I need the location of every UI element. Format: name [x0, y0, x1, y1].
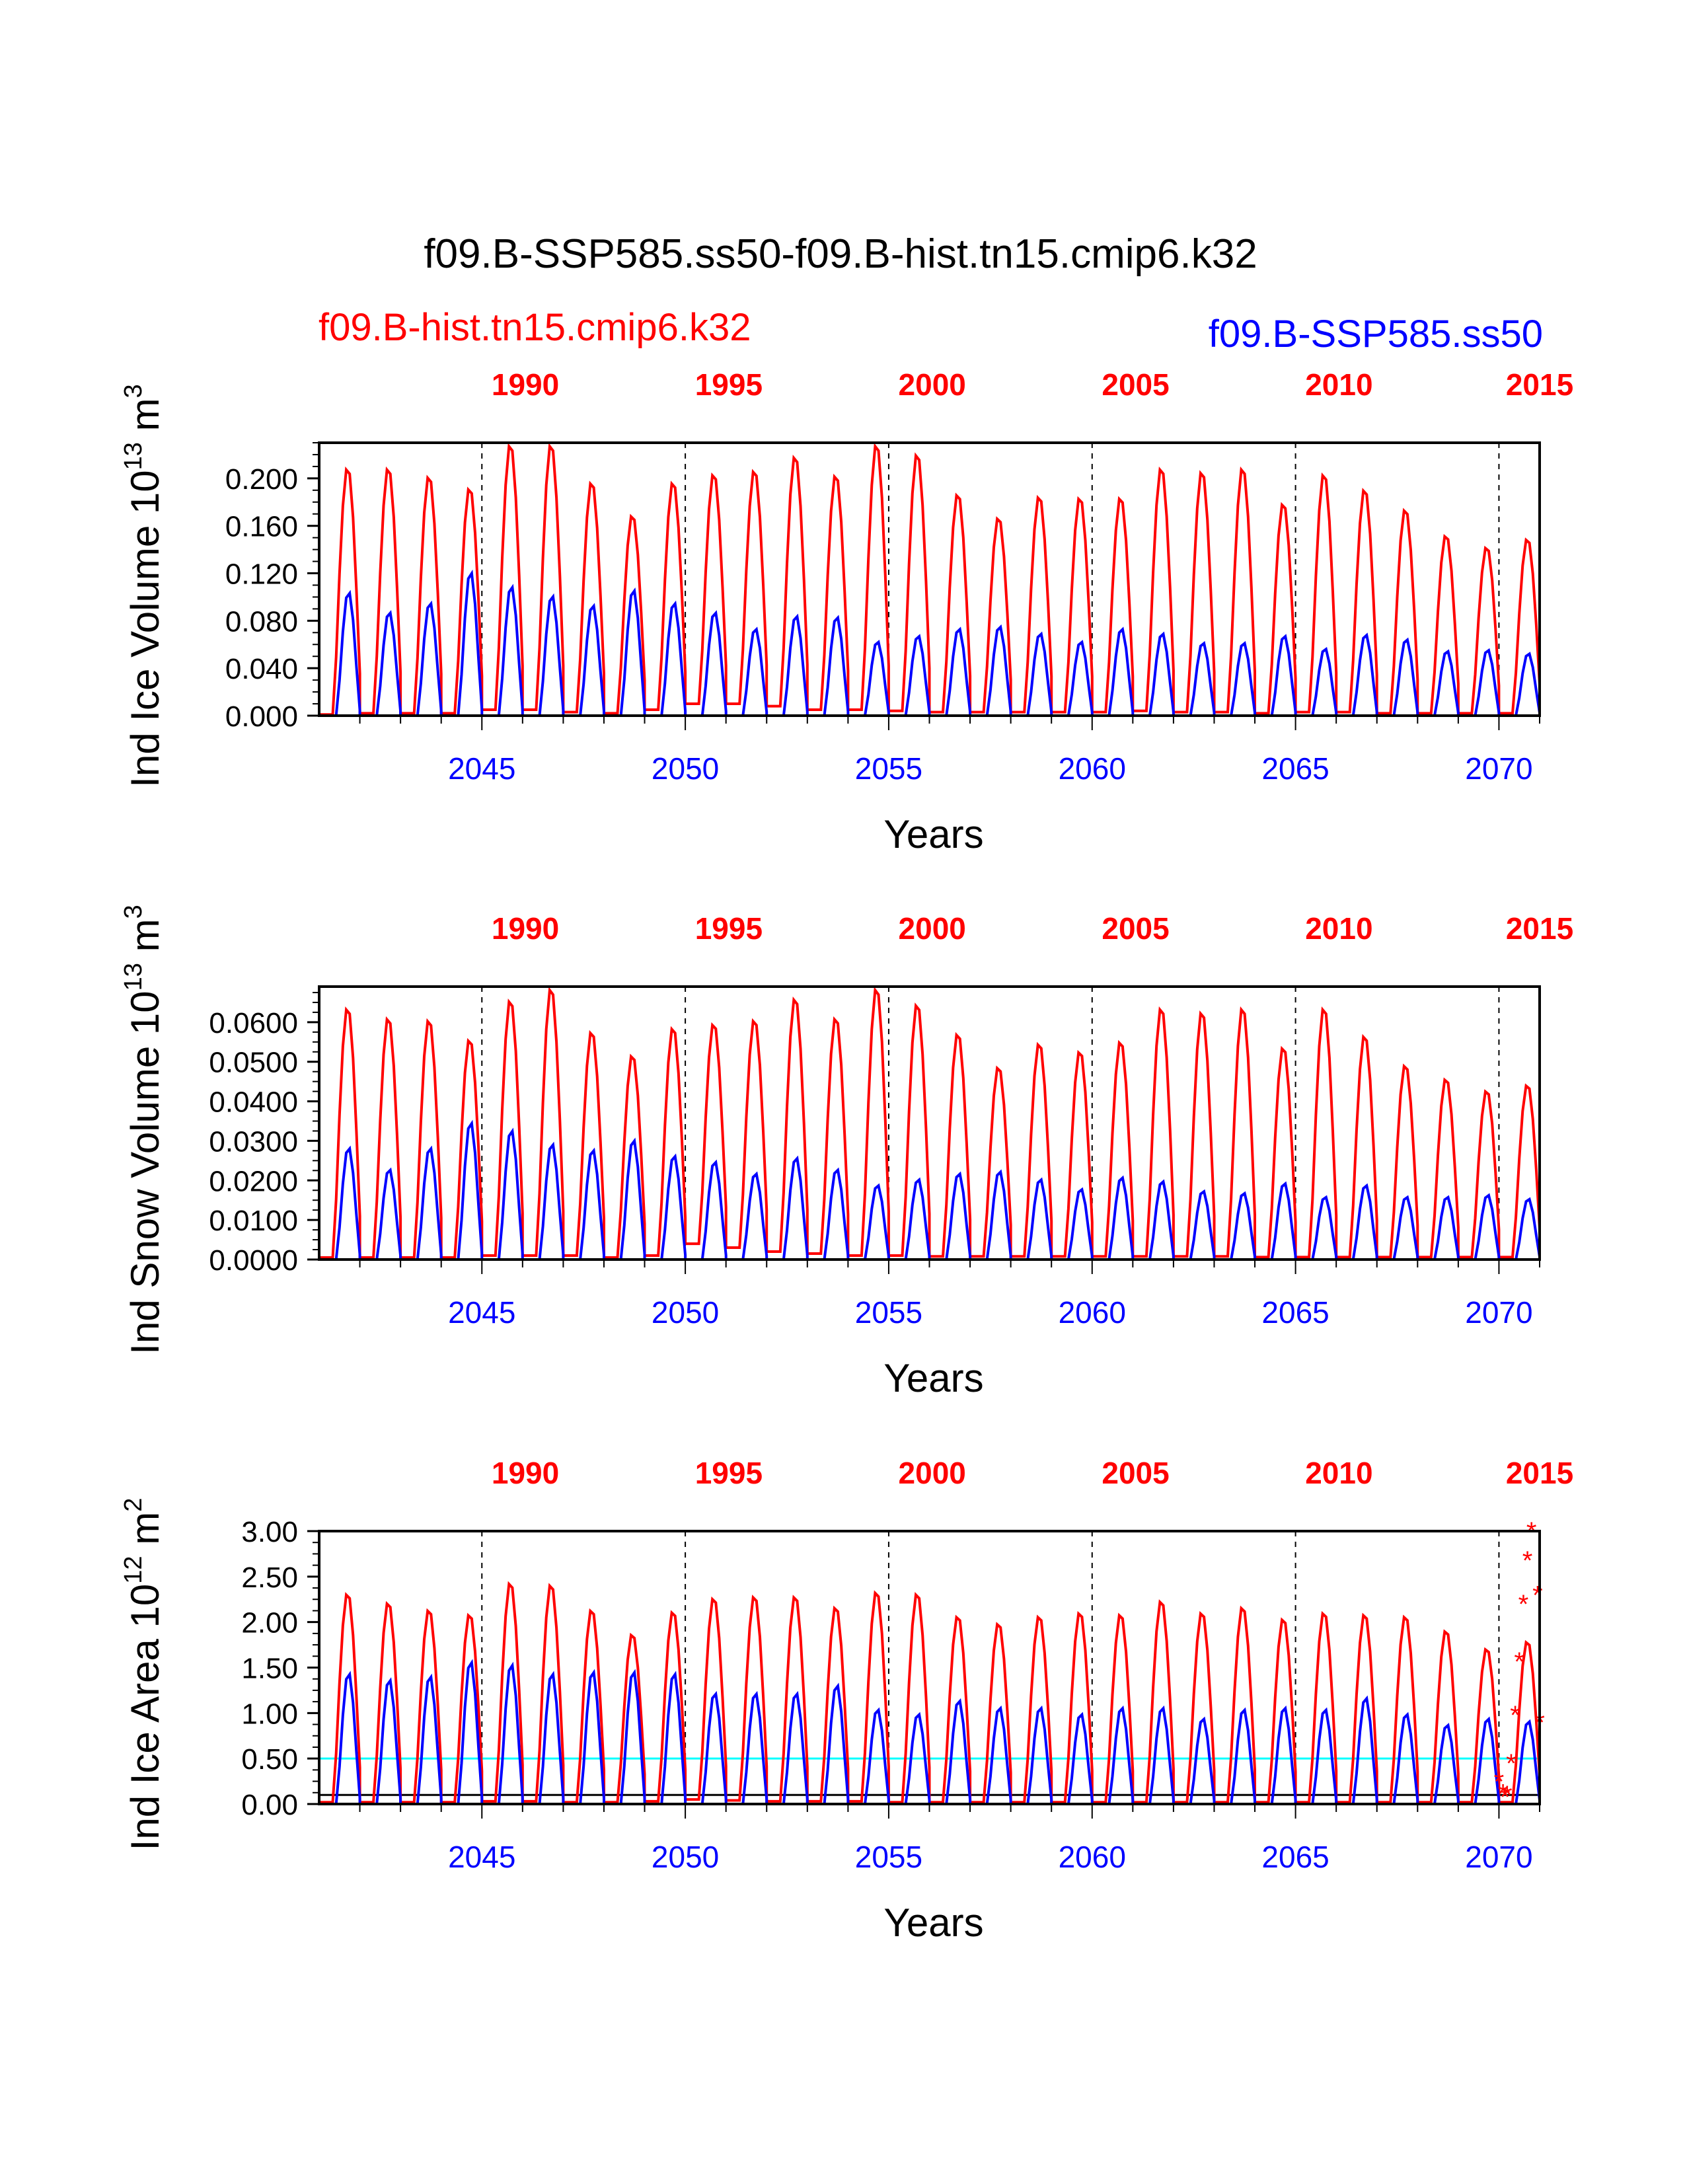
y-axis-label-main: Ind Ice Area 10 — [123, 1584, 167, 1851]
plot-frame — [318, 985, 1541, 1261]
hist-year-label: 1995 — [695, 911, 763, 946]
y-tick-label: 2.00 — [241, 1607, 298, 1639]
hist-year-label: 2000 — [899, 1456, 966, 1490]
ssp-year-label: 2070 — [1465, 751, 1532, 786]
y-axis-label-exp: 13 — [120, 442, 147, 470]
hist-year-label: 1990 — [492, 367, 559, 402]
hist-year-label: 2010 — [1305, 1456, 1372, 1490]
y-axis-label-main: Ind Snow Volume 10 — [123, 991, 167, 1354]
x-axis-label: Years — [883, 1901, 983, 1945]
star-marker: * — [1518, 1590, 1529, 1619]
hist-year-label: 2015 — [1506, 911, 1573, 946]
plot-frame — [318, 441, 1541, 717]
y-axis-label: Ind Ice Volume 1013 m3 — [120, 384, 167, 787]
y-tick-label: 0.0600 — [209, 1007, 298, 1039]
y-axis-label-exp: 13 — [120, 963, 147, 991]
star-marker: * — [1514, 1647, 1524, 1676]
ssp-year-label: 2060 — [1059, 1840, 1126, 1874]
star-marker: * — [1498, 1779, 1509, 1808]
y-tick-label: 0.160 — [225, 511, 298, 543]
legend-ssp: f09.B-SSP585.ss50 — [1209, 313, 1543, 356]
ssp-year-label: 2065 — [1261, 1295, 1329, 1330]
y-tick-label: 0.0400 — [209, 1086, 298, 1119]
y-tick-label: 3.00 — [241, 1516, 298, 1548]
hist-year-label: 2000 — [899, 367, 966, 402]
y-tick-label: 0.200 — [225, 463, 298, 496]
y-axis-label-unit-exp: 2 — [120, 1498, 147, 1512]
y-tick-label: 0.0500 — [209, 1047, 298, 1079]
hist-year-label: 1995 — [695, 367, 763, 402]
y-axis-label: Ind Ice Area 1012 m2 — [120, 1498, 167, 1851]
ssp-year-label: 2070 — [1465, 1295, 1532, 1330]
panel-snow-volume: 0.0000 0.0100 0.0200 0.0300 0.0400 0.0500 0.06… — [120, 905, 1573, 1400]
hist-year-label: 2010 — [1305, 911, 1372, 946]
y-axis-label-main: Ind Ice Volume 10 — [123, 470, 167, 787]
hist-year-label: 2005 — [1102, 911, 1169, 946]
ssp-year-label: 2055 — [855, 1840, 922, 1874]
star-marker: * — [1506, 1749, 1516, 1778]
y-tick-label: 0.0200 — [209, 1165, 298, 1197]
y-axis-label-unit: m — [123, 398, 167, 442]
ssp-year-label: 2050 — [652, 1295, 719, 1330]
panel-ice-area: 0.000.501.001.502.002.503.00************… — [120, 1456, 1573, 1945]
y-tick-label: 0.040 — [225, 653, 298, 685]
ssp-year-label: 2050 — [652, 1840, 719, 1874]
y-tick-label: 1.50 — [241, 1653, 298, 1685]
y-tick-label: 0.0300 — [209, 1125, 298, 1158]
hist-year-label: 1990 — [492, 911, 559, 946]
ssp-year-label: 2065 — [1261, 751, 1329, 786]
y-tick-label: 1.00 — [241, 1698, 298, 1730]
y-tick-label: 2.50 — [241, 1562, 298, 1594]
y-tick-label: 0.120 — [225, 558, 298, 591]
legend-hist: f09.B-hist.tn15.cmip6.k32 — [318, 306, 751, 349]
plot-frame — [318, 1530, 1541, 1805]
y-axis-label-unit: m — [123, 1512, 167, 1556]
ssp-year-label: 2065 — [1261, 1840, 1329, 1874]
hist-year-label: 2000 — [899, 911, 966, 946]
ssp-year-label: 2050 — [652, 751, 719, 786]
hist-year-label: 2005 — [1102, 1456, 1169, 1490]
ssp-year-label: 2045 — [448, 1295, 515, 1330]
hist-year-label: 1990 — [492, 1456, 559, 1490]
y-tick-label: 0.50 — [241, 1743, 298, 1776]
y-axis-label-unit-exp: 3 — [120, 905, 147, 919]
x-axis-label: Years — [883, 1356, 983, 1400]
y-tick-label: 0.000 — [225, 700, 298, 733]
y-axis-label-unit-exp: 3 — [120, 384, 147, 398]
y-axis-label-exp: 12 — [120, 1556, 147, 1583]
hist-year-label: 2015 — [1506, 367, 1573, 402]
ssp-year-label: 2045 — [448, 751, 515, 786]
y-axis-label-unit: m — [123, 919, 167, 963]
hist-year-label: 2015 — [1506, 1456, 1573, 1490]
y-tick-label: 0.0100 — [209, 1205, 298, 1237]
star-marker: * — [1510, 1701, 1520, 1730]
y-tick-label: 0.080 — [225, 605, 298, 638]
hist-year-label: 2010 — [1305, 367, 1372, 402]
ssp-year-label: 2070 — [1465, 1840, 1532, 1874]
chart-title: f09.B-SSP585.ss50-f09.B-hist.tn15.cmip6.… — [424, 231, 1257, 277]
ssp-year-label: 2060 — [1059, 751, 1126, 786]
panel-ice-volume: 0.000 0.040 0.080 0.120 0.160 0.200 1990 1995 20… — [120, 367, 1573, 856]
star-marker: * — [1494, 1768, 1505, 1797]
ssp-year-label: 2055 — [855, 1295, 922, 1330]
ssp-year-label: 2060 — [1059, 1295, 1126, 1330]
y-axis-label: Ind Snow Volume 1013 m3 — [120, 905, 167, 1354]
hist-year-label: 1995 — [695, 1456, 763, 1490]
y-tick-label: 0.00 — [241, 1789, 298, 1821]
star-marker: * — [1522, 1546, 1533, 1575]
ssp-year-label: 2045 — [448, 1840, 515, 1874]
y-tick-label: 0.0000 — [209, 1244, 298, 1277]
hist-year-label: 2005 — [1102, 367, 1169, 402]
star-marker: * — [1502, 1781, 1513, 1810]
star-marker: * — [1532, 1581, 1543, 1610]
ssp-year-label: 2055 — [855, 751, 922, 786]
x-axis-label: Years — [883, 812, 983, 856]
